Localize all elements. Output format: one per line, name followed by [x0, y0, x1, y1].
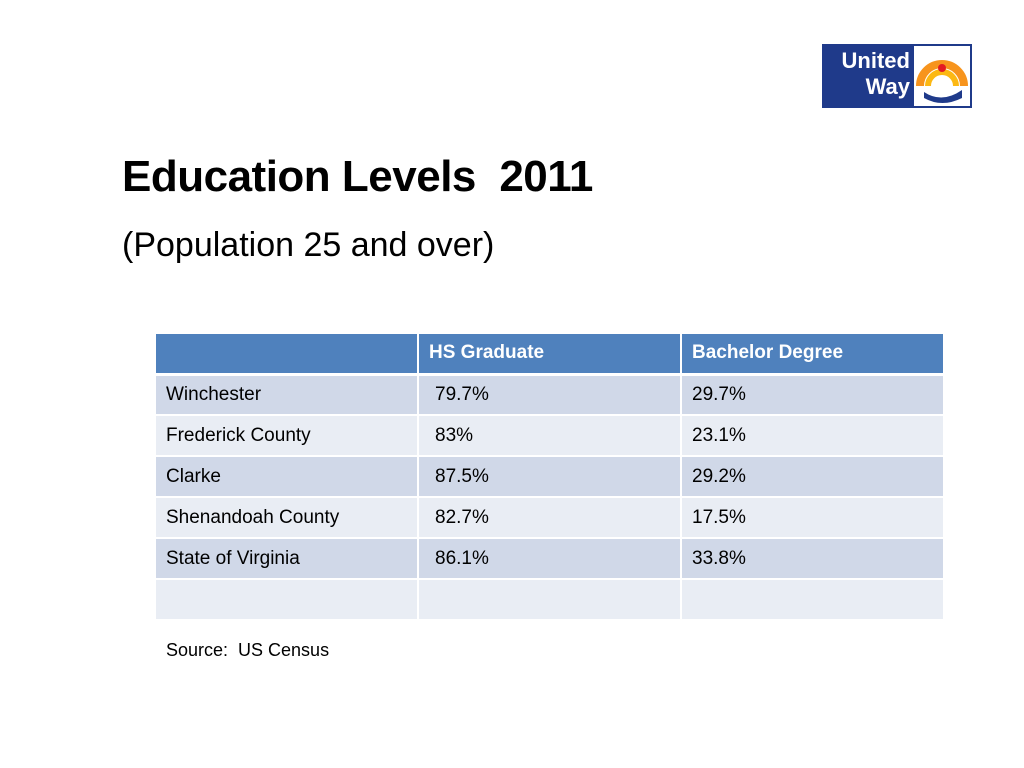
- table-cell: 23.1%: [680, 414, 945, 457]
- logo-mark: [914, 46, 970, 106]
- logo-line: Way: [865, 74, 910, 99]
- logo: United Way: [822, 44, 972, 108]
- source-note: Source: US Census: [166, 640, 330, 660]
- table-row: Winchester 79.7% 29.7%: [154, 373, 945, 416]
- title: Education Levels 2011: [122, 152, 593, 201]
- table-cell: Frederick County: [154, 414, 419, 457]
- logo-line: United: [841, 48, 910, 73]
- table-cell: Shenandoah County: [154, 496, 419, 539]
- logo-text: United Way: [826, 48, 910, 100]
- table-cell: 33.8%: [680, 537, 945, 580]
- table-cell: 82.7%: [417, 496, 682, 539]
- table-cell: 79.7%: [417, 373, 682, 416]
- header-row: HS Graduate Bachelor Degree: [154, 332, 945, 376]
- empty-cell: [417, 578, 682, 621]
- table-row: State of Virginia 86.1% 33.8%: [154, 537, 945, 580]
- header-cell: Bachelor Degree: [680, 332, 945, 376]
- logo-figure: [938, 64, 946, 72]
- table-cell: 29.7%: [680, 373, 945, 416]
- data-table: HS Graduate Bachelor Degree Winchester 79.…: [154, 332, 945, 621]
- logo-rainbow: [925, 69, 959, 87]
- table-cell: State of Virginia: [154, 537, 419, 580]
- table-cell: 17.5%: [680, 496, 945, 539]
- table-cell: 86.1%: [417, 537, 682, 580]
- table-body: Winchester 79.7% 29.7% Frederick County 83% 2…: [154, 373, 945, 621]
- empty-cell: [154, 578, 419, 621]
- table-cell: 83%: [417, 414, 682, 457]
- table-cell: 87.5%: [417, 455, 682, 498]
- table-row: Clarke 87.5% 29.2%: [154, 455, 945, 498]
- table-cell: Clarke: [154, 455, 419, 498]
- empty-cell: [680, 578, 945, 621]
- table-row: Shenandoah County 82.7% 17.5%: [154, 496, 945, 539]
- table-cell: Winchester: [154, 373, 419, 416]
- empty-row: [154, 578, 945, 621]
- table-cell: 29.2%: [680, 455, 945, 498]
- subtitle: (Population 25 and over): [122, 226, 495, 264]
- header-cell: [154, 332, 419, 376]
- table-row: Frederick County 83% 23.1%: [154, 414, 945, 457]
- header-cell: HS Graduate: [417, 332, 682, 376]
- logo-hand: [924, 90, 962, 103]
